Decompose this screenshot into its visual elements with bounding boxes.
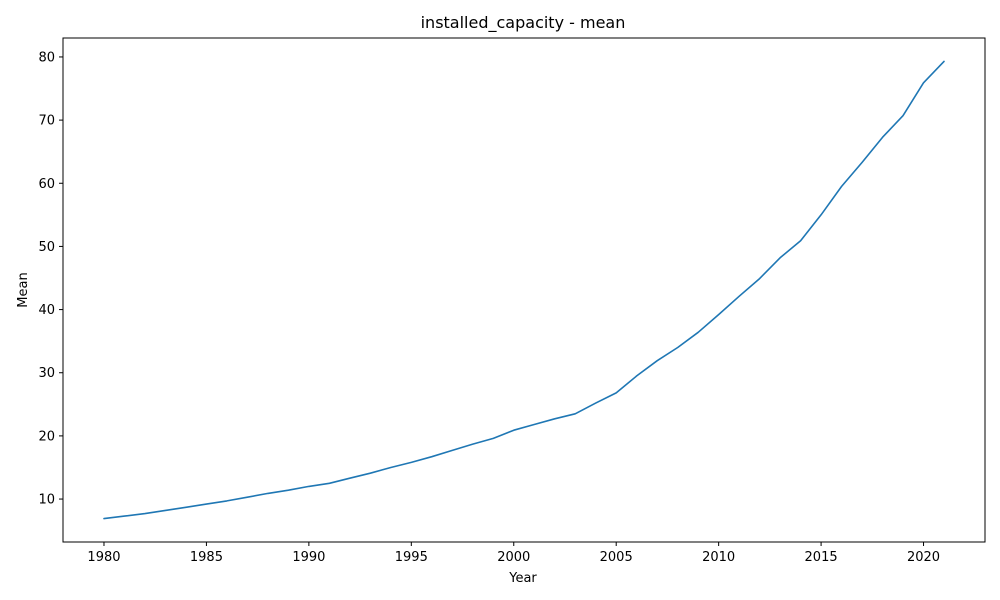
x-tick-label: 2005 [600,550,633,565]
x-tick-label: 2010 [702,550,735,565]
x-tick-label: 1980 [87,550,120,565]
x-tick-label: 2000 [497,550,530,565]
x-axis: 1980 1985 1990 1995 2000 2005 2010 2015 2020 [87,542,940,565]
plot-frame [62,37,986,543]
x-tick-label: 1995 [395,550,428,565]
y-tick-label: 50 [38,240,55,255]
y-tick-label: 10 [38,493,55,508]
x-tick-label: 2020 [907,550,940,565]
y-tick-label: 70 [38,114,55,129]
y-axis: 10 20 30 40 50 60 70 80 [38,50,63,508]
x-axis-label: Year [508,571,537,586]
y-tick-label: 20 [38,429,55,444]
y-tick-label: 40 [38,303,55,318]
x-tick-label: 2015 [805,550,838,565]
series-line [103,60,945,520]
x-tick-label: 1985 [190,550,223,565]
plot-area [62,37,986,543]
y-tick-label: 30 [38,366,55,381]
chart-title: installed_capacity - mean [421,13,626,33]
y-axis-label: Mean [16,272,31,307]
y-tick-label: 80 [38,50,55,65]
x-tick-label: 1990 [292,550,325,565]
y-tick-label: 60 [38,177,55,192]
